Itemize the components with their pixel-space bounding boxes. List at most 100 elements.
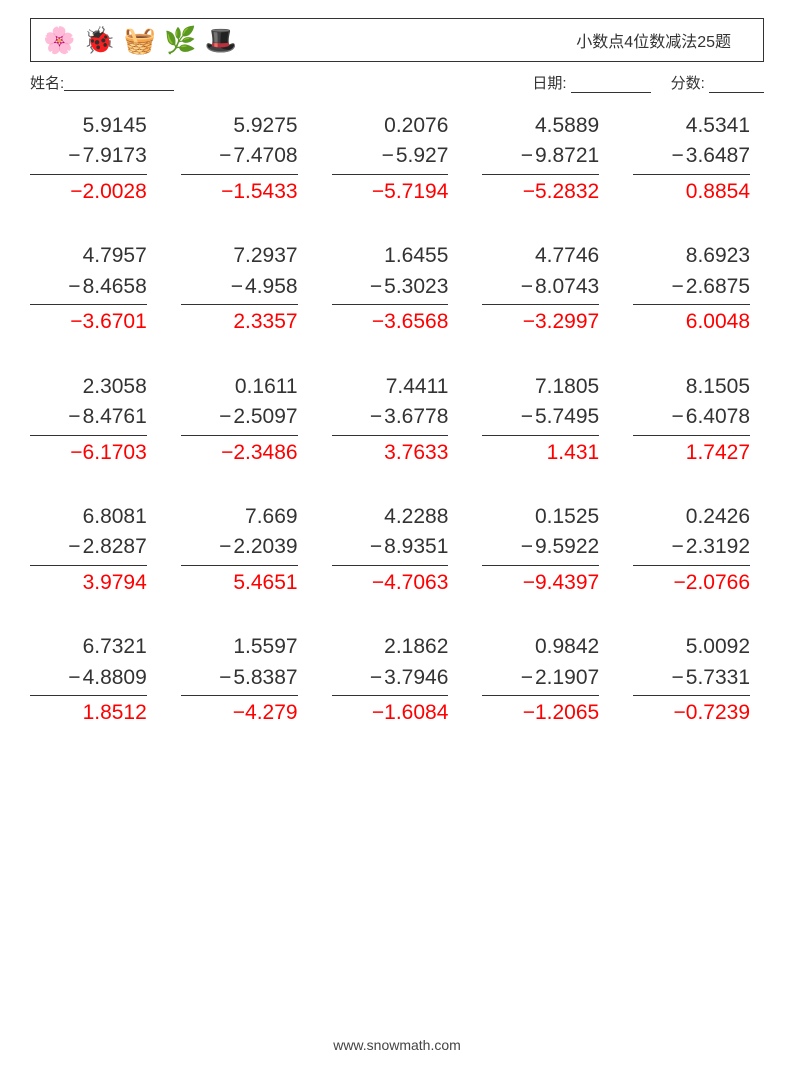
subtrahend-row: −5.7331 [633, 663, 750, 693]
minus-sign: − [219, 402, 231, 432]
subtrahend: 2.3192 [686, 532, 750, 562]
minuend: 0.1525 [535, 502, 599, 532]
score-blank [709, 77, 764, 93]
subtrahend: 5.927 [396, 141, 449, 171]
answer: −9.4397 [523, 568, 600, 598]
problem-8: 1.6455−5.3023−3.6568 [332, 241, 463, 337]
rule-line [482, 565, 599, 566]
rule-line [332, 695, 449, 696]
answer: −1.2065 [523, 698, 600, 728]
hat-icon: 🎩 [205, 27, 237, 53]
problem-21: 6.7321−4.88091.8512 [30, 632, 161, 728]
subtrahend: 2.6875 [686, 272, 750, 302]
subtrahend-row: −2.2039 [181, 532, 298, 562]
subtrahend-row: −4.958 [181, 272, 298, 302]
subtrahend-row: −3.6487 [633, 141, 750, 171]
subtrahend: 3.6487 [686, 141, 750, 171]
minus-sign: − [370, 402, 382, 432]
minuend: 0.9842 [535, 632, 599, 662]
minuend: 0.2426 [686, 502, 750, 532]
problems-grid: 5.9145−7.9173−2.00285.9275−7.4708−1.5433… [30, 111, 764, 729]
answer: 3.7633 [384, 438, 448, 468]
subtrahend-row: −2.3192 [633, 532, 750, 562]
rule-line [482, 695, 599, 696]
problem-25: 5.0092−5.7331−0.7239 [633, 632, 764, 728]
subtrahend-row: −5.8387 [181, 663, 298, 693]
rule-line [482, 174, 599, 175]
minuend: 0.2076 [384, 111, 448, 141]
subtrahend: 4.958 [245, 272, 298, 302]
subtrahend: 2.5097 [233, 402, 297, 432]
subtrahend: 9.5922 [535, 532, 599, 562]
name-blank [64, 75, 174, 91]
rule-line [181, 304, 298, 305]
rule-line [181, 565, 298, 566]
subtrahend: 8.9351 [384, 532, 448, 562]
answer: 2.3357 [233, 307, 297, 337]
minuend: 6.7321 [83, 632, 147, 662]
subtrahend-row: −4.8809 [30, 663, 147, 693]
problem-4: 4.5889−9.8721−5.2832 [482, 111, 613, 207]
minuend: 5.9275 [233, 111, 297, 141]
answer: 5.4651 [233, 568, 297, 598]
answer: −2.3486 [221, 438, 298, 468]
subtrahend: 5.3023 [384, 272, 448, 302]
minuend: 5.9145 [83, 111, 147, 141]
minuend: 4.7746 [535, 241, 599, 271]
rule-line [181, 435, 298, 436]
problem-6: 4.7957−8.4658−3.6701 [30, 241, 161, 337]
problem-5: 4.5341−3.64870.8854 [633, 111, 764, 207]
minuend: 8.6923 [686, 241, 750, 271]
rule-line [30, 304, 147, 305]
minus-sign: − [370, 663, 382, 693]
subtrahend: 7.4708 [233, 141, 297, 171]
subtrahend-row: −9.5922 [482, 532, 599, 562]
answer: 3.9794 [83, 568, 147, 598]
rule-line [633, 174, 750, 175]
problem-2: 5.9275−7.4708−1.5433 [181, 111, 312, 207]
subtrahend-row: −7.4708 [181, 141, 298, 171]
subtrahend-row: −7.9173 [30, 141, 147, 171]
flower-icon: 🌸 [43, 27, 75, 53]
minus-sign: − [231, 272, 243, 302]
answer: −1.6084 [372, 698, 449, 728]
minuend: 0.1611 [235, 372, 298, 402]
answer: −4.7063 [372, 568, 449, 598]
subtrahend-row: −8.4658 [30, 272, 147, 302]
answer: −3.2997 [523, 307, 600, 337]
subtrahend: 8.4658 [83, 272, 147, 302]
subtrahend-row: −2.6875 [633, 272, 750, 302]
problem-19: 0.1525−9.5922 −9.4397 [482, 502, 613, 598]
minuend: 1.5597 [233, 632, 297, 662]
problem-23: 2.1862−3.7946−1.6084 [332, 632, 463, 728]
minuend: 7.1805 [535, 372, 599, 402]
name-label: 姓名: [30, 72, 64, 93]
rule-line [633, 435, 750, 436]
problem-9: 4.7746−8.0743−3.2997 [482, 241, 613, 337]
subtrahend-row: −8.4761 [30, 402, 147, 432]
name-field: 姓名: [30, 72, 174, 93]
date-field: 日期: [532, 72, 650, 93]
minus-sign: − [219, 532, 231, 562]
minus-sign: − [370, 272, 382, 302]
minus-sign: − [672, 141, 684, 171]
subtrahend-row: −2.8287 [30, 532, 147, 562]
answer: −4.279 [233, 698, 298, 728]
answer: −0.7239 [674, 698, 751, 728]
minus-sign: − [68, 272, 80, 302]
minus-sign: − [68, 402, 80, 432]
minus-sign: − [672, 272, 684, 302]
minuend: 4.2288 [384, 502, 448, 532]
subtrahend: 4.8809 [83, 663, 147, 693]
rule-line [332, 435, 449, 436]
problem-1: 5.9145−7.9173−2.0028 [30, 111, 161, 207]
header-icons: 🌸 🐞 🧺 🌿 🎩 [43, 27, 237, 53]
minus-sign: − [219, 141, 231, 171]
minus-sign: − [672, 532, 684, 562]
subtrahend: 3.7946 [384, 663, 448, 693]
rule-line [332, 565, 449, 566]
rule-line [482, 435, 599, 436]
problem-18: 4.2288−8.9351−4.7063 [332, 502, 463, 598]
minuend: 4.7957 [83, 241, 147, 271]
rule-line [30, 565, 147, 566]
